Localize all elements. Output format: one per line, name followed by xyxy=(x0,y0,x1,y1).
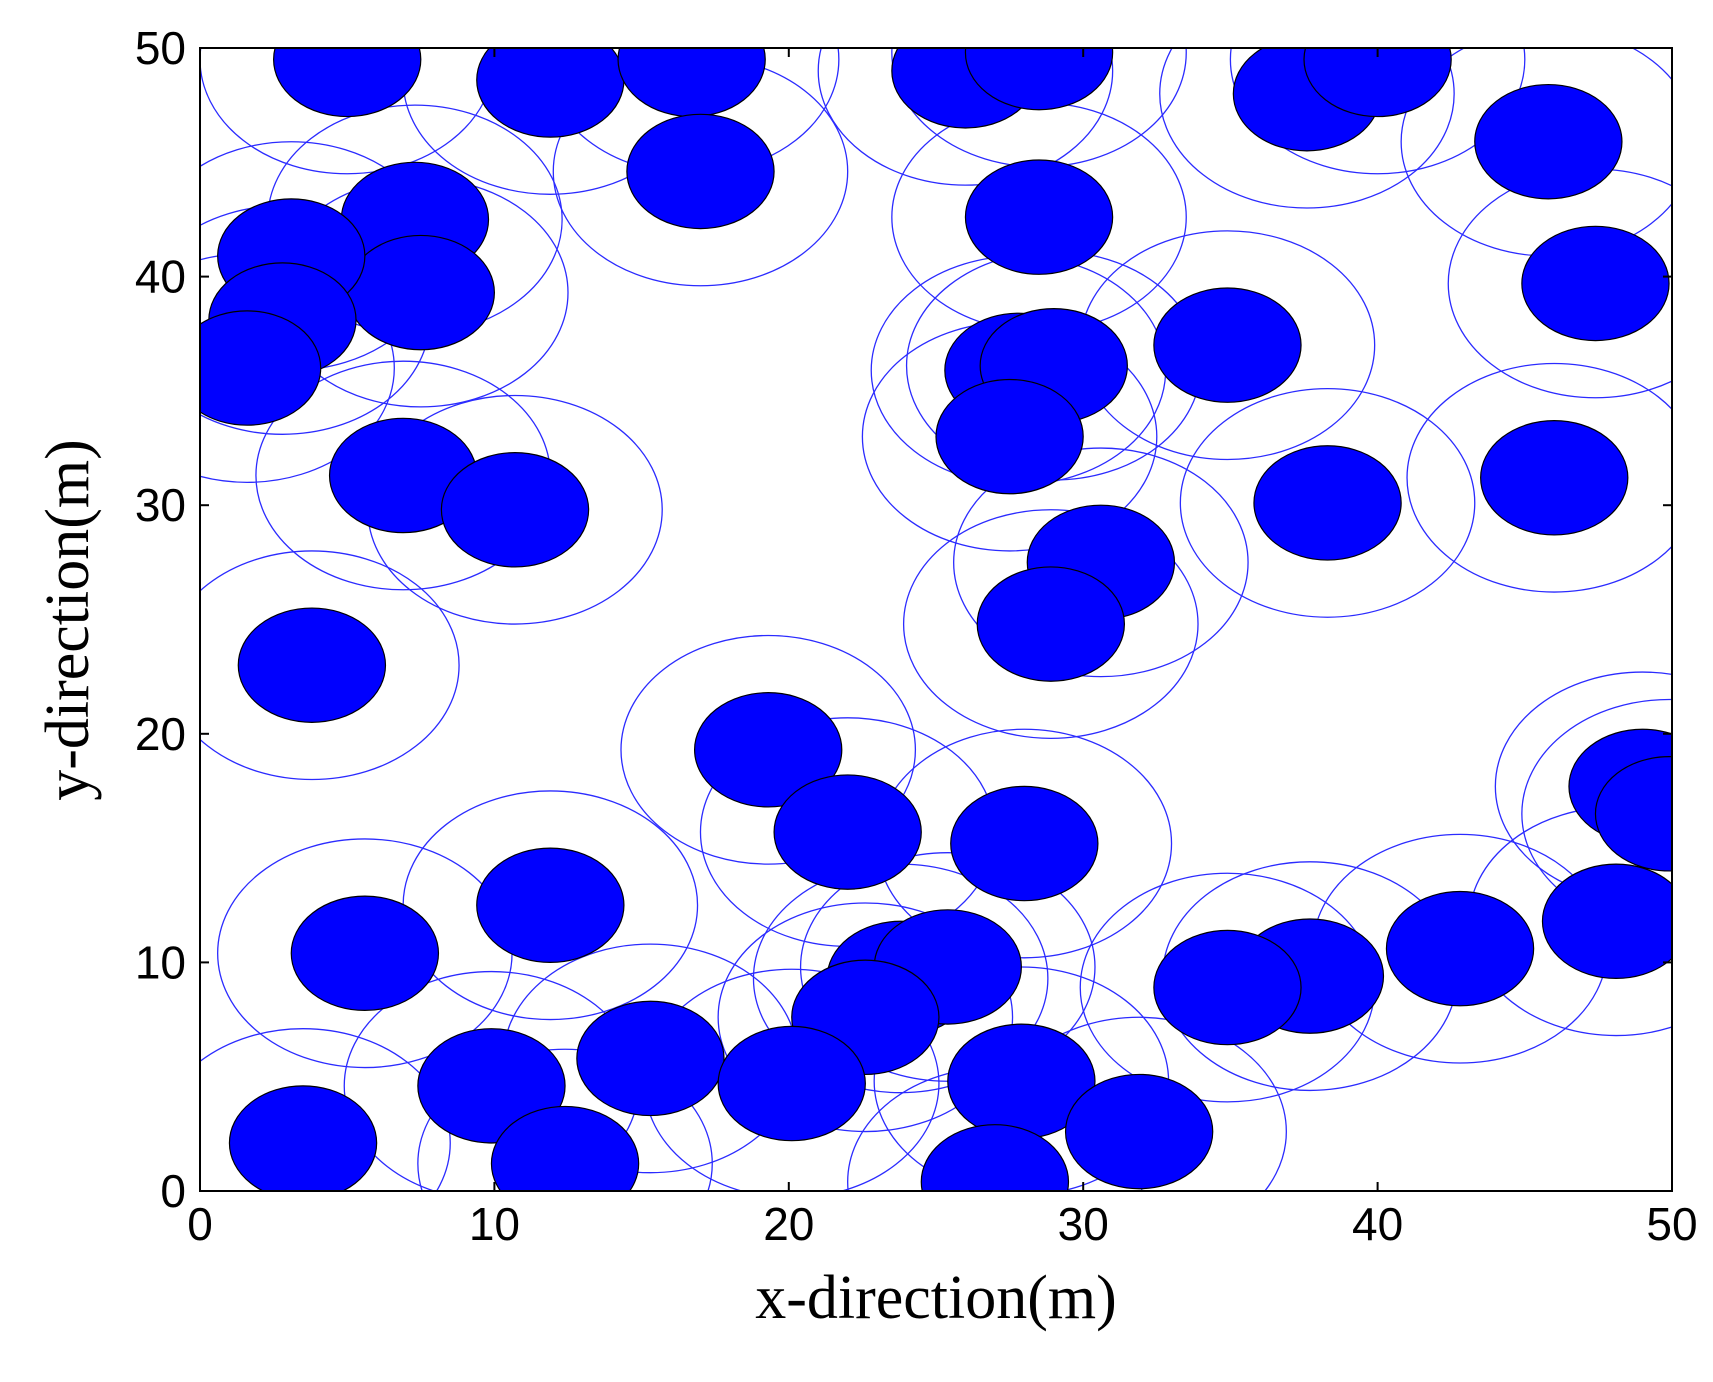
sensor-node xyxy=(1153,287,1302,403)
sensor-node xyxy=(346,234,495,351)
coverage-ring xyxy=(817,48,1114,186)
sensor-node xyxy=(200,310,322,426)
coverage-ring xyxy=(902,509,1199,740)
sensor-nodes xyxy=(200,48,1672,1191)
sensor-node xyxy=(976,566,1126,682)
sensor-node xyxy=(490,1105,640,1191)
sensor-node xyxy=(1474,83,1623,200)
sensor-node xyxy=(920,1124,1070,1191)
plot-frame xyxy=(199,47,1673,1192)
x-tick-label: 40 xyxy=(1352,1198,1403,1250)
coverage-ring xyxy=(953,447,1249,678)
sensor-node xyxy=(964,48,1114,111)
sensor-node xyxy=(237,607,387,723)
y-axis-label: y-direction(m) xyxy=(34,439,102,801)
sensor-node xyxy=(290,895,440,1012)
sensor-node xyxy=(1153,929,1302,1046)
y-tick-label: 10 xyxy=(135,936,186,988)
coverage-ring xyxy=(620,634,917,865)
y-tick-label: 40 xyxy=(135,251,186,303)
sensor-node xyxy=(1521,225,1670,342)
sensor-node xyxy=(1480,420,1629,536)
y-tick-label: 20 xyxy=(135,708,186,760)
y-tick-label: 50 xyxy=(135,22,186,74)
sensor-node xyxy=(1064,1073,1214,1190)
sensor-node xyxy=(773,774,922,890)
sensor-node xyxy=(1385,890,1535,1007)
sensor-node xyxy=(1253,445,1402,561)
sensor-node xyxy=(1541,863,1672,979)
sensor-node xyxy=(1594,756,1672,872)
coverage-ring xyxy=(717,902,1014,1133)
sensor-node xyxy=(440,452,590,568)
sensor-node xyxy=(964,159,1114,275)
axis-ticks xyxy=(199,47,1673,1192)
sensor-node xyxy=(476,847,625,963)
x-tick-label: 30 xyxy=(1058,1198,1109,1250)
coverage-ring xyxy=(1229,48,1526,175)
y-tick-labels: 0 10 20 30 40 50 xyxy=(135,22,186,1217)
x-tick-label: 50 xyxy=(1646,1198,1697,1250)
x-tick-label: 20 xyxy=(763,1198,814,1250)
sensor-node xyxy=(1303,48,1452,118)
sensor-node xyxy=(576,1000,725,1117)
coverage-ring xyxy=(200,1028,451,1191)
y-tick-label: 0 xyxy=(160,1165,186,1217)
coverage-ring xyxy=(1159,48,1455,209)
sensor-node xyxy=(935,378,1084,495)
coverage-ring xyxy=(1406,362,1672,593)
sensor-node xyxy=(950,785,1099,902)
x-tick-label: 10 xyxy=(469,1198,520,1250)
coverage-ring xyxy=(1179,387,1476,618)
sensor-node xyxy=(693,692,843,808)
y-tick-label: 30 xyxy=(135,479,186,531)
sensor-node xyxy=(273,48,422,118)
coverage-ring xyxy=(417,1048,713,1191)
coverage-ring xyxy=(200,550,460,781)
x-tick-label: 0 xyxy=(187,1198,213,1250)
sensor-node xyxy=(717,1025,866,1142)
sensor-node xyxy=(626,113,775,230)
x-axis-label: x-direction(m) xyxy=(755,1264,1117,1332)
sensor-node xyxy=(228,1085,378,1191)
x-tick-labels: 0 10 20 30 40 50 xyxy=(187,1198,1697,1250)
